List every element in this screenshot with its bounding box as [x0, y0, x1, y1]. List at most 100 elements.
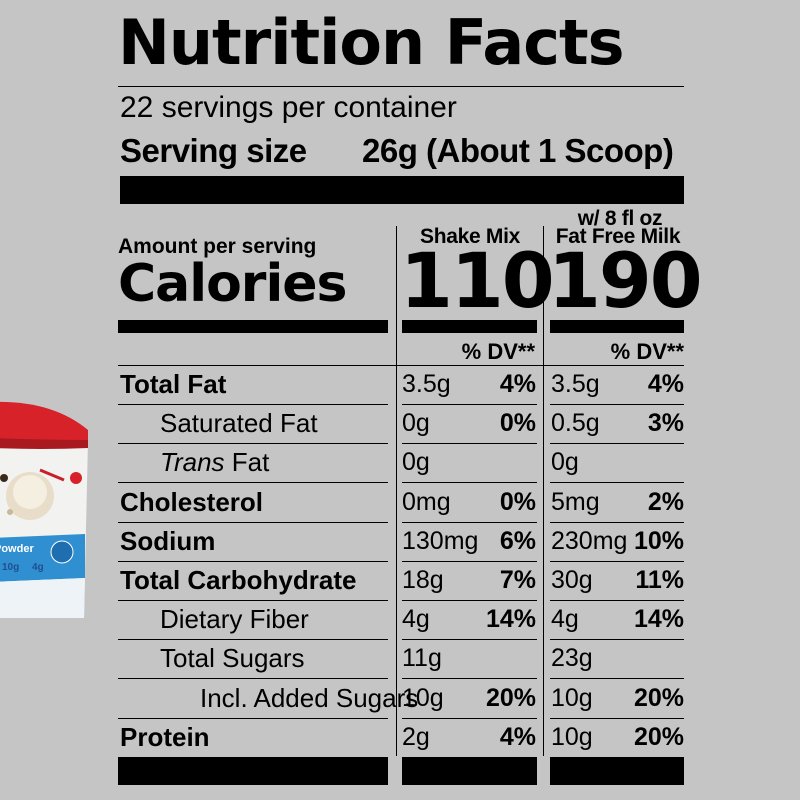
nutrient-name: Saturated Fat: [160, 408, 318, 438]
serving-size-label: Serving size: [120, 132, 307, 169]
nutrient-name: Total Sugars: [160, 643, 305, 673]
dv-col1: 0%: [499, 488, 536, 516]
tub-stat-protein: 10g: [2, 562, 20, 573]
nutrient-name-italic: Trans: [160, 447, 225, 477]
dv-col1: 0%: [499, 409, 536, 437]
dv-col1: 20%: [485, 684, 536, 712]
row-rule: [118, 404, 388, 405]
col1-header: Shake Mix: [419, 225, 520, 248]
col2-header: Fat Free Milk: [555, 225, 681, 248]
dv-header-col1: % DV**: [461, 339, 535, 364]
amount-col1: 130mg: [402, 527, 479, 555]
nutrient-row: Protein 2g 4% 10g 20%: [118, 719, 684, 758]
nutrient-row: Trans Fat 0g 0g: [118, 444, 684, 483]
amount-col2: 0g: [551, 448, 579, 476]
nutrition-facts-title: Nutrition Facts: [118, 6, 625, 79]
amount-col2: 230mg: [551, 527, 628, 555]
nutrient-name: Trans Fat: [160, 449, 269, 475]
amount-col1: 0g: [402, 448, 430, 476]
nutrient-row: Incl. Added Sugars 10g 20% 10g 20%: [118, 680, 684, 719]
dv-col1: 4%: [499, 723, 536, 751]
nutrient-row: Dietary Fiber 4g 14% 4g 14%: [118, 601, 684, 640]
thick-divider-top: [120, 176, 684, 204]
nutrient-name: Incl. Added Sugars: [200, 683, 419, 713]
row-rule: [550, 404, 684, 405]
row-rule: [550, 718, 684, 719]
amount-col1: 0mg: [402, 488, 451, 516]
calories-label: Calories: [118, 254, 347, 314]
amount-col1: 10g: [402, 684, 444, 712]
amount-col1: 0g: [402, 409, 430, 437]
col1-left-line: [396, 226, 397, 756]
nutrient-name: Sodium: [120, 526, 216, 556]
row-rule: [402, 404, 537, 405]
nutrient-name: Dietary Fiber: [160, 604, 309, 634]
dv-header-col2: % DV**: [610, 339, 684, 364]
dv-col2: 2%: [647, 488, 684, 516]
product-tub-image: Powder 10g 4g: [0, 400, 96, 622]
nutrient-name: Total Fat: [120, 369, 227, 399]
dv-col2: 11%: [635, 566, 684, 594]
amount-col1: 4g: [402, 605, 430, 633]
dv-col1: 7%: [499, 566, 536, 594]
bottom-bar-col2: [550, 757, 684, 785]
dv-col1: 14%: [485, 605, 536, 633]
amount-per-serving: Amount per serving: [118, 235, 317, 258]
calories-bar-col1: [402, 320, 537, 333]
nutrient-row: Sodium 130mg 6% 230mg 10%: [118, 523, 684, 562]
row-rule: [550, 482, 684, 483]
row-rule: [550, 522, 684, 523]
nutrient-name: Total Carbohydrate: [120, 565, 357, 595]
amount-col1: 11g: [402, 644, 442, 672]
amount-col2: 0.5g: [551, 409, 600, 437]
title-rule: [118, 86, 684, 87]
dv-col2: 3%: [647, 409, 684, 437]
servings-per-container: 22 servings per container: [120, 91, 457, 124]
tub-label-text: Powder: [0, 543, 34, 555]
amount-col2: 4g: [551, 605, 579, 633]
dv-col2: 20%: [633, 723, 684, 751]
bottom-bar-col1: [402, 757, 537, 785]
row-rule: [402, 482, 537, 483]
amount-col2: 10g: [551, 684, 593, 712]
row-rule: [550, 678, 684, 679]
calories-bar-label: [118, 320, 388, 333]
row-rule: [118, 482, 388, 483]
dv-col2: 20%: [633, 684, 684, 712]
amount-col2: 30g: [551, 566, 593, 594]
row-rule: [402, 639, 537, 640]
amount-col2: 23g: [551, 644, 593, 672]
dv-col2: 14%: [633, 605, 684, 633]
nutrient-name-suffix: Fat: [224, 447, 270, 477]
row-rule: [118, 718, 388, 719]
amount-col1: 2g: [402, 723, 430, 751]
dv-col1: 4%: [499, 370, 536, 398]
bottom-bar-label: [118, 757, 388, 785]
nutrient-row: Cholesterol 0mg 0% 5mg 2%: [118, 484, 684, 523]
calories-col1: 110: [400, 236, 555, 325]
row-rule: [550, 443, 684, 444]
row-rule: [402, 600, 537, 601]
nutrient-name: Protein: [120, 722, 210, 752]
tub-stat-fiber: 4g: [32, 562, 44, 573]
dv-header-rule: [118, 365, 684, 366]
row-rule: [550, 639, 684, 640]
row-rule: [402, 561, 537, 562]
row-rule: [550, 600, 684, 601]
row-rule: [118, 561, 388, 562]
milk-note: w/ 8 fl oz: [577, 207, 663, 230]
nutrient-row: Total Fat 3.5g 4% 3.5g 4%: [118, 366, 684, 405]
amount-col2: 3.5g: [551, 370, 600, 398]
nutrient-name: Cholesterol: [120, 487, 264, 517]
row-rule: [402, 678, 537, 679]
dv-col1: 6%: [499, 527, 536, 555]
dv-col2: 4%: [647, 370, 684, 398]
dv-col2: 10%: [633, 527, 684, 555]
row-rule: [118, 522, 388, 523]
amount-col2: 5mg: [551, 488, 600, 516]
amount-col1: 3.5g: [402, 370, 451, 398]
nutrient-row: Total Sugars 11g 23g: [118, 640, 684, 679]
nutrient-row: Total Carbohydrate 18g 7% 30g 11%: [118, 562, 684, 601]
row-rule: [118, 678, 388, 679]
nutrient-row: Saturated Fat 0g 0% 0.5g 3%: [118, 405, 684, 444]
